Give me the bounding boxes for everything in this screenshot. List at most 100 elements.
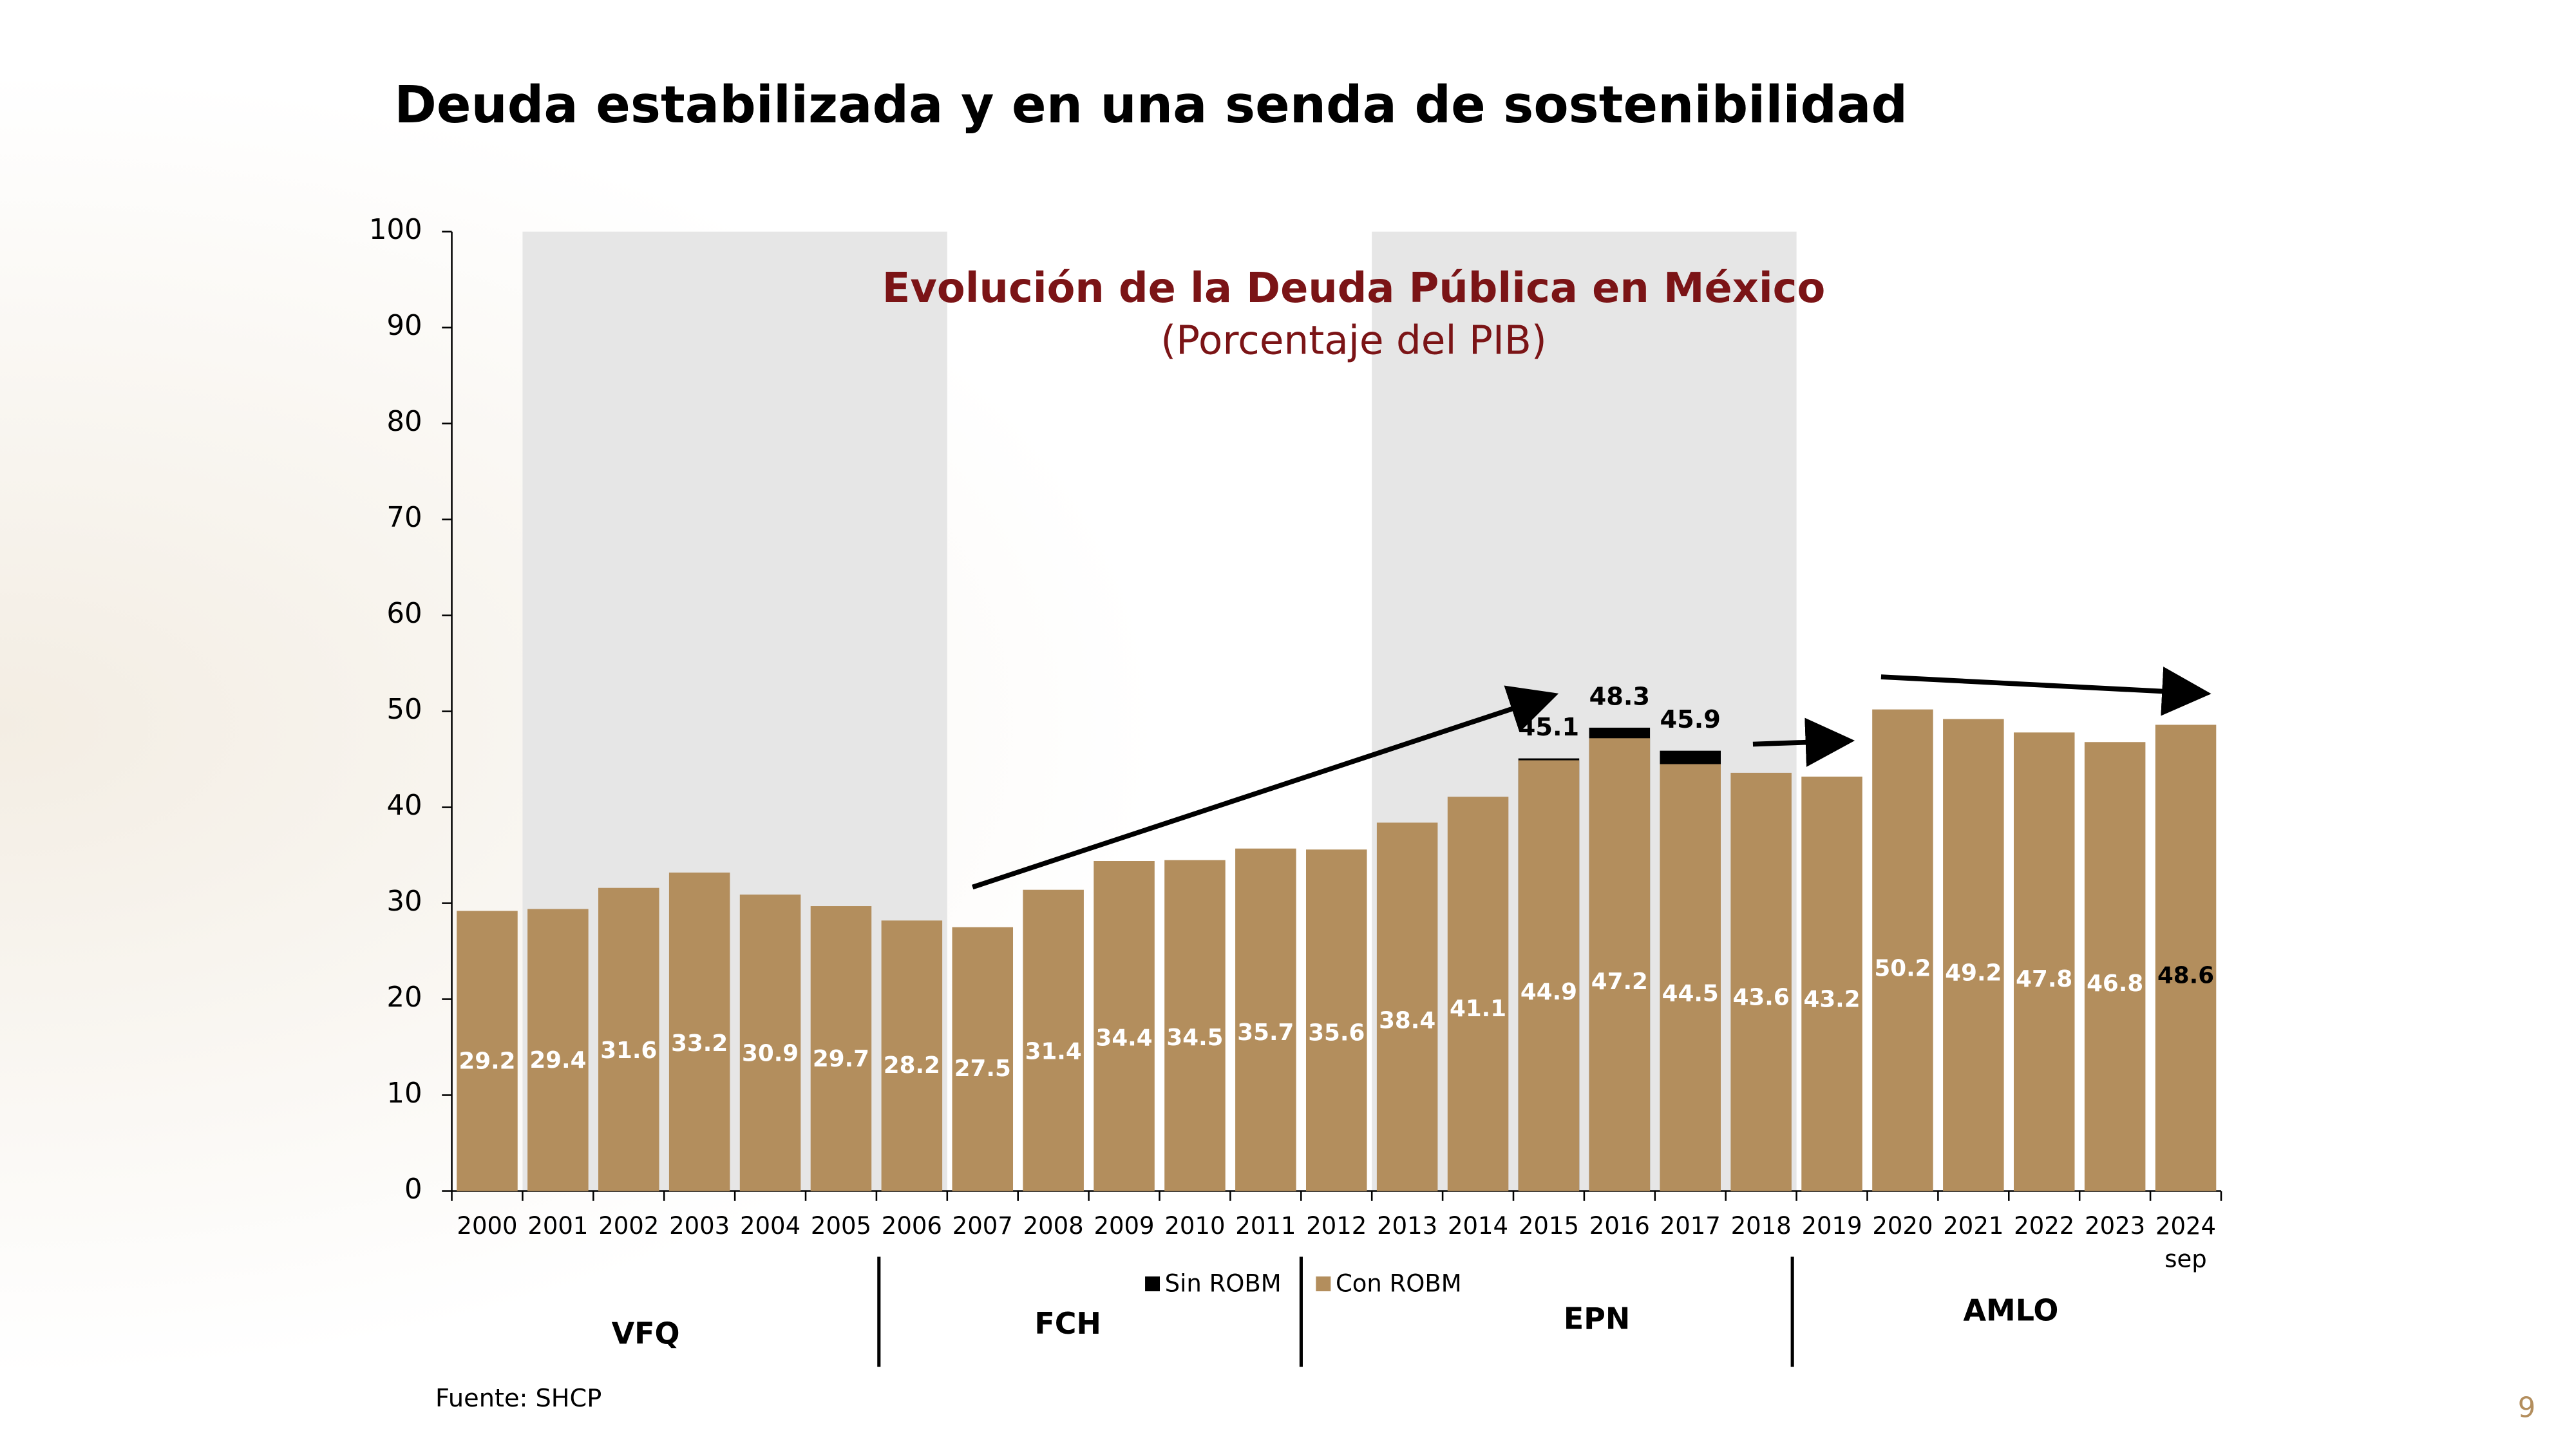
source-note: Fuente: SHCP: [435, 1384, 601, 1413]
y-tick-label: 40: [386, 790, 422, 822]
bar: [1943, 719, 2004, 1191]
period-label: EPN: [1564, 1302, 1630, 1336]
value-label: 27.5: [954, 1056, 1011, 1082]
value-label: 31.4: [1025, 1038, 1082, 1065]
value-label: 35.6: [1308, 1020, 1365, 1046]
x-tick-label: 2024 sep: [2155, 1212, 2216, 1273]
value-label: 35.7: [1237, 1019, 1294, 1046]
bar: [527, 909, 589, 1191]
bar: [1730, 772, 1792, 1191]
x-tick-label: 2018: [1731, 1212, 1792, 1240]
slide-title: Deuda estabilizada y en una senda de sos…: [394, 75, 1908, 135]
period-label: VFQ: [612, 1316, 680, 1350]
bar: [1801, 776, 1862, 1191]
plot: 0 10 20 30 40 50 60 70 80 90 100 2000 2001 2002 2003 20…: [369, 214, 2222, 1350]
value-label: 29.4: [529, 1047, 586, 1074]
x-tick-label: 2023: [2085, 1212, 2145, 1240]
value-label: 48.3: [1589, 682, 1650, 711]
value-label: 44.5: [1662, 981, 1719, 1007]
bar: [2155, 724, 2217, 1191]
value-label: 34.4: [1096, 1025, 1153, 1052]
x-tick-label: 2010: [1164, 1212, 1225, 1240]
chart-title: Evolución de la Deuda Pública en México: [882, 265, 1826, 312]
legend-label: Sin ROBM: [1165, 1269, 1282, 1297]
value-label: 29.7: [813, 1046, 869, 1072]
bar: [1518, 760, 1580, 1191]
y-tick-label: 80: [386, 406, 422, 438]
page-number: 9: [2518, 1392, 2536, 1424]
bar: [1660, 764, 1721, 1191]
legend-label: Con ROBM: [1336, 1269, 1462, 1297]
x-tick-label: 2001: [527, 1212, 588, 1240]
y-tick-label: 20: [386, 981, 422, 1014]
value-label: 43.6: [1733, 985, 1790, 1011]
bar: [1589, 738, 1651, 1191]
x-tick-label: 2006: [882, 1212, 942, 1240]
trend-arrow: [1880, 667, 2211, 716]
x-tick-label: 2003: [669, 1212, 730, 1240]
bar: [1023, 889, 1084, 1191]
bar: [810, 906, 872, 1191]
trend-arrow: [1752, 717, 1855, 767]
x-tick-label: 2016: [1589, 1212, 1650, 1240]
legend-swatch: [1145, 1276, 1160, 1292]
bar: [1235, 848, 1296, 1191]
bar: [1094, 861, 1155, 1191]
period-shade: [522, 231, 947, 1191]
value-label: 34.5: [1166, 1025, 1223, 1051]
value-label: 45.1: [1519, 713, 1579, 742]
y-tick-label: 70: [386, 502, 422, 534]
x-tick-label: 2000: [457, 1212, 517, 1240]
bar: [598, 887, 659, 1191]
value-label: 47.2: [1591, 969, 1648, 995]
y-tick-label: 60: [386, 598, 422, 630]
x-tick-label: 2020: [1872, 1212, 1933, 1240]
y-tick-label: 10: [386, 1077, 422, 1110]
x-tick-label: 2004: [740, 1212, 800, 1240]
value-label: 30.9: [742, 1041, 799, 1067]
value-label: 29.2: [459, 1048, 515, 1074]
period-label: AMLO: [1964, 1293, 2059, 1328]
y-tick-label: 50: [386, 694, 422, 726]
y-tick-label: 100: [369, 214, 422, 246]
bar: [1376, 822, 1438, 1191]
y-tick-label: 30: [386, 886, 422, 918]
x-tick-label: 2019: [1801, 1212, 1862, 1240]
chart-subtitle: (Porcentaje del PIB): [1160, 318, 1547, 364]
x-tick-label: 2008: [1023, 1212, 1084, 1240]
period-shade: [1372, 231, 1797, 1191]
x-tick-label: 2005: [811, 1212, 871, 1240]
bar: [1305, 849, 1367, 1191]
bar: [2084, 742, 2146, 1191]
x-tick-label: 2009: [1094, 1212, 1155, 1240]
value-label: 44.9: [1520, 979, 1577, 1005]
bar: [668, 872, 730, 1191]
period-label: FCH: [1034, 1306, 1101, 1341]
bar: [739, 895, 801, 1191]
bar: [1872, 709, 1933, 1191]
y-tick-label: 90: [386, 310, 422, 342]
bar: [2013, 732, 2075, 1191]
value-label: 43.2: [1803, 986, 1860, 1012]
bar: [457, 911, 518, 1191]
value-label: 45.9: [1660, 705, 1721, 734]
x-tick-label: 2014: [1448, 1212, 1508, 1240]
value-label: 48.6: [2157, 962, 2214, 989]
value-label: 31.6: [600, 1037, 657, 1064]
x-tick-label: 2015: [1519, 1212, 1579, 1240]
y-tick-label: 0: [404, 1173, 422, 1206]
value-label: 49.2: [1945, 960, 2002, 986]
value-label: 28.2: [884, 1052, 940, 1079]
value-label: 33.2: [671, 1030, 728, 1057]
x-tick-label: 2007: [952, 1212, 1013, 1240]
value-label: 47.8: [2016, 966, 2072, 992]
x-tick-label: 2002: [598, 1212, 659, 1240]
value-label: 41.1: [1450, 996, 1506, 1022]
x-tick-label: 2017: [1660, 1212, 1721, 1240]
x-tick-label: 2013: [1377, 1212, 1437, 1240]
value-label: 38.4: [1379, 1007, 1435, 1034]
bar: [952, 927, 1014, 1191]
x-tick-label: 2021: [1943, 1212, 2003, 1240]
